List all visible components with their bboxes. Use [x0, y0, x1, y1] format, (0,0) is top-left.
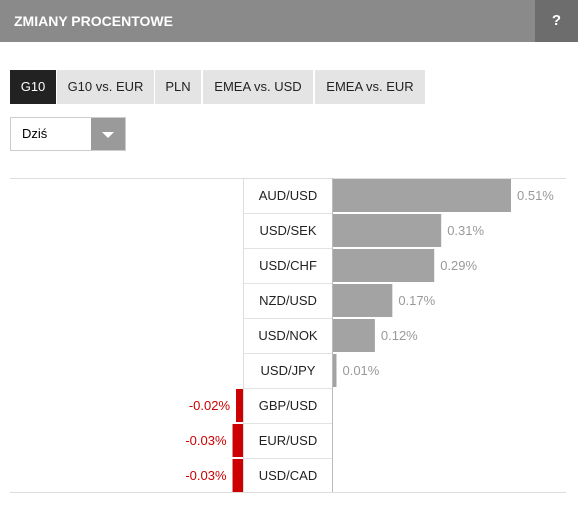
bar	[333, 319, 375, 352]
header: ZMIANY PROCENTOWE ?	[0, 0, 578, 42]
value-label: 0.12%	[381, 328, 418, 343]
value-label: 0.17%	[398, 293, 435, 308]
tab[interactable]: EMEA vs. EUR	[315, 70, 425, 104]
dropdown[interactable]: Dziś	[10, 117, 126, 151]
tab[interactable]: G10	[10, 70, 56, 104]
category-label: USD/CAD	[259, 468, 318, 483]
value-label: 0.51%	[517, 188, 554, 203]
bar	[236, 389, 243, 422]
category-label: USD/JPY	[261, 363, 316, 378]
header-title: ZMIANY PROCENTOWE	[14, 13, 173, 29]
category-label: USD/SEK	[259, 223, 316, 238]
value-label: -0.03%	[185, 468, 227, 483]
tab[interactable]: EMEA vs. USD	[203, 70, 313, 104]
tab[interactable]: G10 vs. EUR	[57, 70, 154, 104]
bar	[232, 424, 243, 457]
help-button[interactable]: ?	[535, 0, 578, 42]
bar	[333, 214, 442, 247]
value-label: 0.29%	[440, 258, 477, 273]
category-label: AUD/USD	[259, 188, 318, 203]
value-label: 0.31%	[447, 223, 484, 238]
value-label: -0.02%	[189, 398, 231, 413]
category-label: USD/NOK	[258, 328, 318, 343]
value-label: -0.03%	[185, 433, 227, 448]
bar	[333, 179, 511, 212]
category-label: USD/CHF	[259, 258, 317, 273]
bar	[232, 459, 243, 492]
category-label: NZD/USD	[259, 293, 317, 308]
value-label: 0.01%	[342, 363, 379, 378]
dropdown-arrow	[91, 118, 125, 150]
bar	[333, 354, 337, 387]
bar	[333, 249, 435, 282]
category-label: GBP/USD	[259, 398, 318, 413]
tab[interactable]: PLN	[155, 70, 201, 104]
bar	[333, 284, 393, 317]
arrow-icon	[102, 132, 114, 138]
dropdown-value: Dziś	[22, 126, 48, 141]
category-label: EUR/USD	[259, 433, 318, 448]
